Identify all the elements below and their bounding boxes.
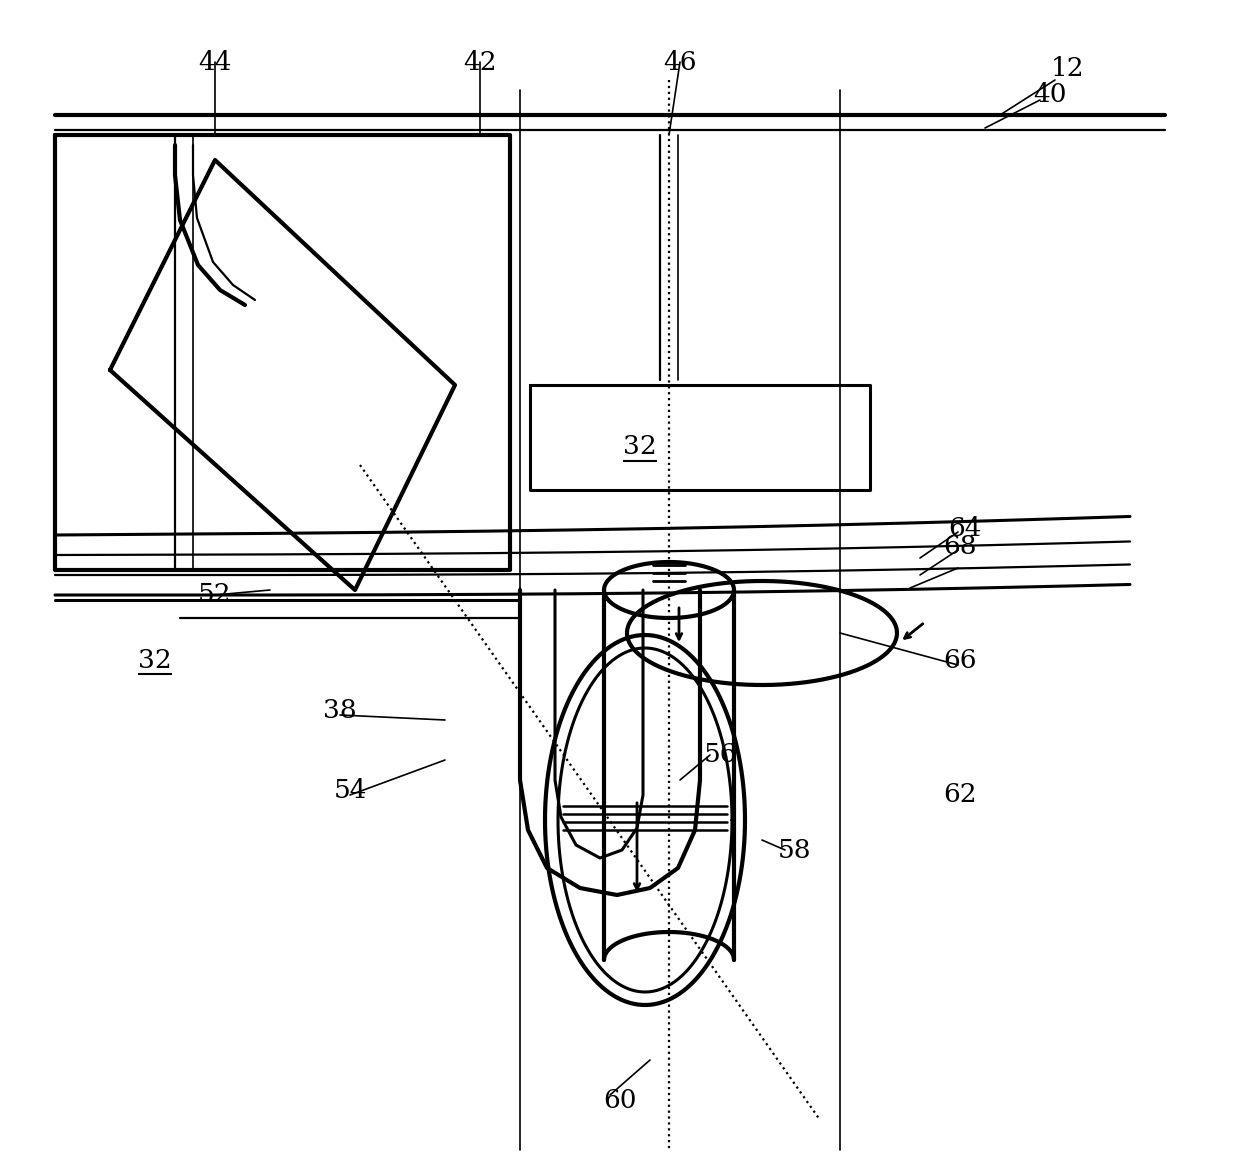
Text: 42: 42 [464, 49, 497, 74]
Text: 32: 32 [624, 434, 657, 460]
Text: 66: 66 [944, 648, 977, 673]
Text: 58: 58 [779, 837, 812, 862]
Text: 60: 60 [603, 1088, 637, 1112]
Text: 40: 40 [1033, 82, 1066, 107]
Text: 68: 68 [944, 534, 977, 559]
Text: 62: 62 [944, 782, 977, 808]
Text: 64: 64 [949, 515, 982, 541]
Text: 44: 44 [198, 49, 232, 74]
Text: 52: 52 [198, 582, 232, 608]
Text: 38: 38 [324, 697, 357, 722]
Text: 46: 46 [663, 49, 697, 74]
Text: 54: 54 [334, 777, 367, 802]
Text: 12: 12 [1052, 55, 1085, 80]
Text: 56: 56 [703, 742, 737, 768]
Text: 32: 32 [138, 648, 172, 673]
